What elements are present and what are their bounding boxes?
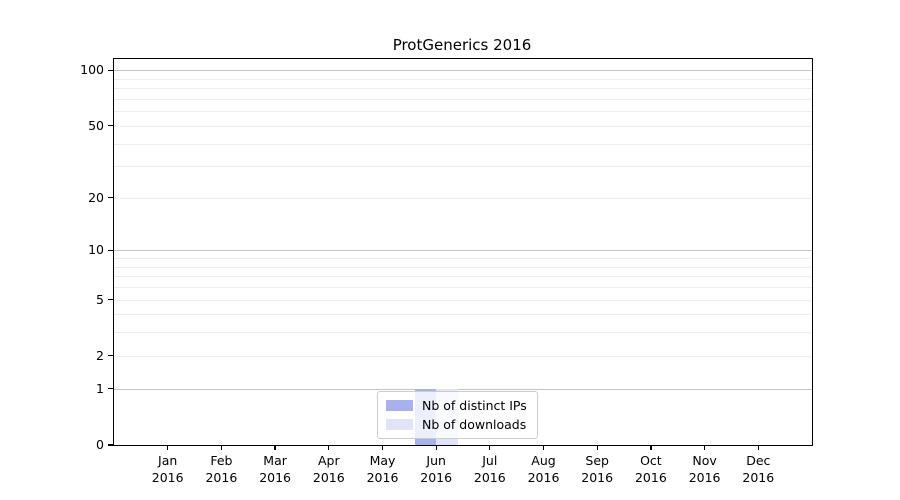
y-tick-1 (108, 388, 113, 390)
x-tick-label-2: Mar 2016 (259, 453, 291, 485)
gridline-minor-30 (114, 166, 812, 168)
gridline-minor-2 (114, 355, 812, 357)
legend-swatch-distinct-ips (386, 400, 413, 411)
gridline-minor-20 (114, 197, 812, 199)
y-tick-label-10: 10 (88, 242, 104, 258)
y-tick-10 (108, 249, 113, 251)
y-tick-0 (108, 444, 113, 446)
y-tick-5 (108, 298, 113, 301)
x-tick-label-8: Sep 2016 (581, 453, 614, 485)
x-tick-label-6: Jul 2016 (473, 453, 506, 485)
y-tick-label-2: 2 (96, 347, 104, 363)
axis-ticks-layer: 0 1 2 5 10 20 50 100 Jan 2016 Feb 2016 Mar 2016 Apr… (80, 59, 812, 485)
x-tick-1 (220, 445, 223, 450)
x-tick-0 (167, 445, 169, 450)
gridline-minor-80 (114, 88, 812, 90)
gridline-minor-9 (114, 258, 812, 259)
legend: Nb of distinct IPs Nb of downloads (377, 391, 538, 439)
gridline-minor-5 (114, 299, 812, 301)
gridline-minor-40 (114, 143, 812, 145)
x-tick-2 (274, 445, 276, 450)
legend-item-distinct-ips: Nb of distinct IPs (386, 396, 527, 415)
y-tick-label-100: 100 (80, 62, 104, 78)
y-tick-label-20: 20 (88, 189, 104, 205)
legend-label-downloads: Nb of downloads (422, 417, 527, 432)
x-tick-8 (596, 445, 598, 450)
x-tick-label-5: Jun 2016 (420, 453, 453, 485)
x-tick-label-7: Aug 2016 (527, 453, 560, 485)
x-tick-10 (703, 445, 706, 450)
x-tick-9 (650, 445, 652, 450)
x-tick-label-9: Oct 2016 (634, 453, 667, 485)
gridline-minor-8 (114, 266, 812, 268)
gridline-minor-60 (114, 111, 812, 113)
gridline-minor-70 (114, 98, 812, 100)
y-tick-label-1: 1 (96, 380, 104, 396)
x-tick-5 (435, 445, 437, 450)
y-tick-label-0: 0 (96, 437, 104, 452)
x-tick-3 (328, 445, 330, 450)
y-tick-2 (108, 355, 113, 357)
x-tick-label-10: Nov 2016 (688, 453, 721, 485)
x-tick-label-11: Dec 2016 (742, 453, 775, 485)
x-tick-6 (489, 445, 491, 450)
y-tick-label-50: 50 (88, 117, 104, 133)
gridline-minor-3 (114, 332, 812, 334)
gridline-minor-4 (114, 314, 812, 316)
chart-title: ProtGenerics 2016 (392, 36, 532, 54)
y-tick-100 (108, 69, 113, 71)
legend-swatch-downloads (386, 419, 413, 430)
gridline-minor-7 (114, 276, 812, 278)
y-tick-50 (108, 125, 113, 127)
gridlines-layer (114, 59, 812, 445)
x-tick-label-4: May 2016 (366, 453, 399, 485)
gridline-major-10 (114, 250, 812, 252)
x-tick-4 (381, 445, 384, 450)
gridline-major-100 (114, 70, 812, 72)
gridline-minor-50 (114, 125, 812, 127)
legend-item-downloads: Nb of downloads (386, 415, 527, 434)
x-tick-label-3: Apr 2016 (312, 453, 345, 485)
y-tick-label-5: 5 (96, 291, 104, 307)
x-tick-label-0: Jan 2016 (151, 453, 184, 485)
gridline-minor-6 (114, 287, 812, 288)
y-tick-20 (108, 197, 113, 199)
legend-label-distinct-ips: Nb of distinct IPs (422, 398, 527, 413)
gridline-major-1 (114, 388, 812, 390)
x-tick-11 (757, 445, 759, 450)
plot-area: 0 1 2 5 10 20 50 100 Jan 2016 Feb 2016 Mar 2016 Apr… (80, 58, 813, 485)
gridline-minor-90 (114, 78, 812, 80)
x-tick-7 (542, 445, 545, 450)
x-tick-label-1: Feb 2016 (205, 453, 238, 485)
